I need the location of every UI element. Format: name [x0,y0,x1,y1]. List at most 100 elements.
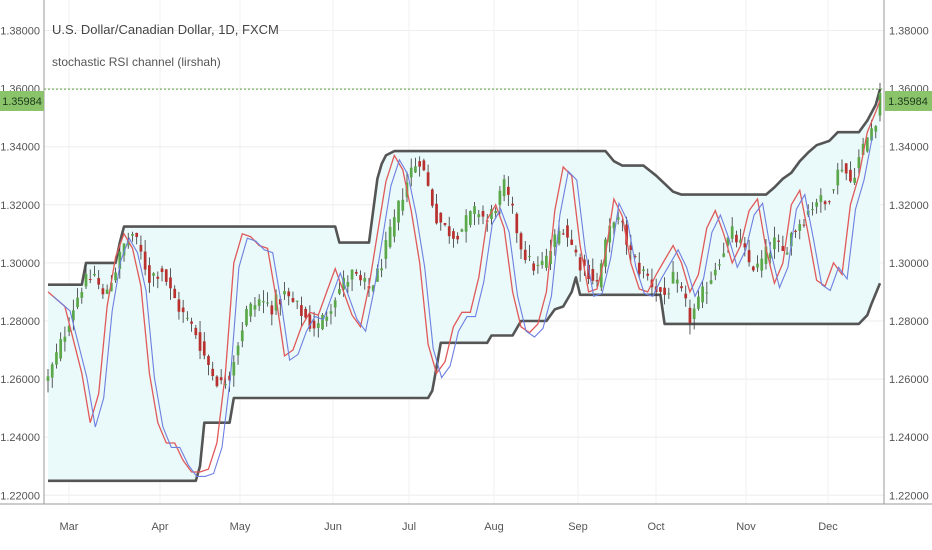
candle-body [768,253,772,259]
candle-body [101,288,105,295]
x-axis[interactable]: Mar Apr May Jun Jul Aug Sep Oct Nov Dec [60,521,839,533]
candle-body [460,229,464,232]
candle-body [371,285,375,292]
candle-body [443,222,447,225]
x-tick-may: May [230,521,251,533]
candle-body [827,201,831,203]
candle-body [430,189,434,206]
candle-body [498,190,502,205]
candle-body [574,249,578,253]
candle-body [680,286,683,289]
candle-body [587,264,590,280]
x-tick-sep: Sep [568,521,588,533]
candle-body [295,300,299,302]
candle-body [747,250,751,263]
candle-body [557,230,561,244]
candle-body [186,317,189,319]
candle-body [519,233,523,250]
y-tick-left-8: 1.38000 [0,26,40,38]
candle-body [865,137,869,152]
candle-body [346,282,350,287]
candle-body [384,240,388,259]
candle-body [105,289,109,294]
candle-body [578,257,582,271]
last-price-label-left: 1.35984 [2,96,42,108]
candle-body [815,202,819,207]
candle-body [506,186,510,195]
candle-body [468,211,472,225]
candle-body [59,339,63,359]
candle-body [88,279,92,281]
candle-body [228,375,231,381]
candle-body [131,234,134,236]
y-tick-left-2: 1.26000 [0,374,40,386]
candle-body [126,240,130,246]
candle-body [494,211,498,214]
channel-upper-line [48,88,882,286]
candle-body [684,293,688,299]
candle-body [397,200,400,223]
candle-body [354,271,358,274]
x-tick-jul: Jul [402,521,416,533]
stoch-rsi-d-line [52,136,873,477]
candle-body [566,225,569,238]
candle-body [667,293,671,295]
candle-body [599,263,603,288]
x-tick-nov: Nov [736,521,756,533]
y-tick-right-4: 1.30000 [889,258,929,270]
candle-body [608,225,612,243]
candle-body [359,275,362,281]
candle-body [659,287,662,292]
x-tick-dec: Dec [818,521,838,533]
candle-body [245,308,248,326]
candle-body [583,259,586,266]
candle-body [181,307,185,313]
candle-body [84,274,88,287]
candle-body [874,126,878,132]
candle-body [300,305,303,316]
y-tick-right-0: 1.22000 [889,490,929,502]
candle-body [490,209,493,219]
candle-body [63,336,67,342]
candle-body [135,232,139,237]
candle-body [224,383,227,386]
candle-body [207,356,210,365]
channel-fill [48,89,880,481]
candle-body [789,233,793,247]
candle-body [46,376,50,381]
stoch-rsi-lines [47,99,881,477]
candle-body [477,214,481,218]
candle-body [304,308,307,318]
candle-body [316,323,320,328]
candle-body [211,368,215,376]
candle-body [418,161,422,167]
candle-body [545,255,548,268]
candle-body [422,160,426,171]
candle-body [464,215,468,232]
candle-body [701,286,704,303]
candle-body [777,240,780,242]
candle-body [452,231,455,239]
candle-body [350,269,354,280]
candle-body [743,243,747,248]
candle-body [148,265,151,283]
candle-body [561,233,565,235]
x-tick-aug: Aug [484,521,504,533]
x-tick-jun: Jun [324,521,342,533]
candle-body [287,291,291,297]
y-tick-left-0: 1.22000 [0,490,40,502]
candle-body [502,179,506,197]
candle-body [114,272,117,281]
candle-body [671,271,675,284]
candle-body [553,234,557,248]
y-tick-left-5: 1.32000 [0,200,40,212]
candle-body [481,211,485,217]
candle-body [392,217,396,237]
candle-body [262,301,265,303]
candle-body [236,345,240,356]
candle-body [67,325,71,332]
candle-body [861,143,865,155]
candle-body [739,239,742,244]
candle-body [629,245,633,250]
